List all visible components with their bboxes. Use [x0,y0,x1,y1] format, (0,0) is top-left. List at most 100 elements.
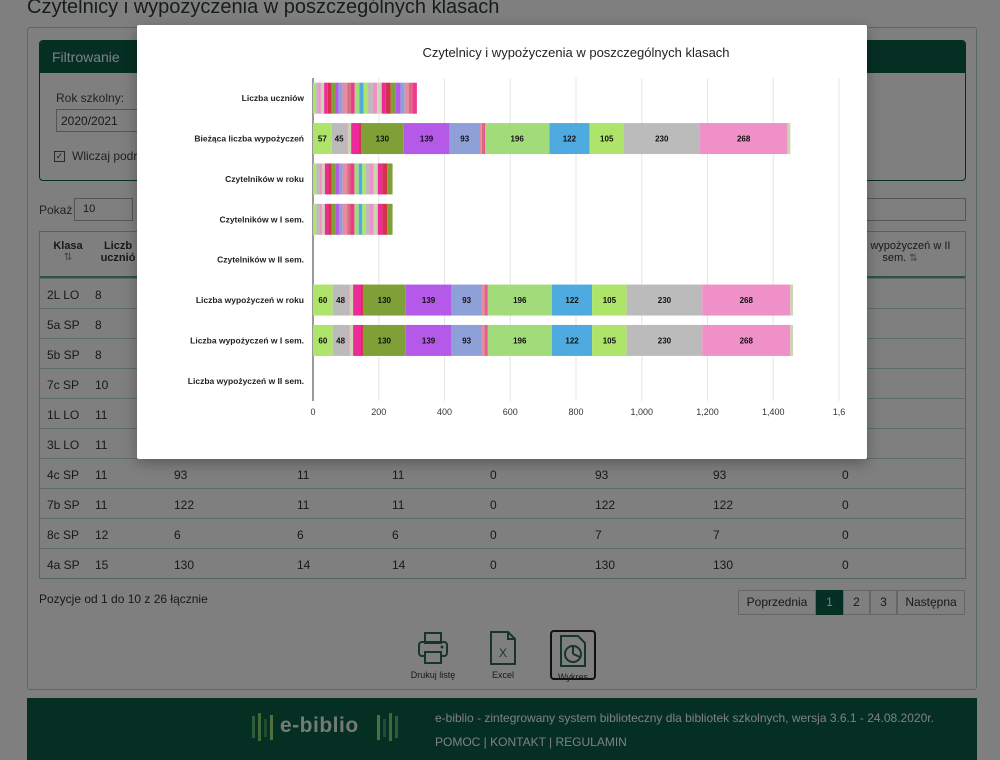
data-label: 268 [737,135,751,144]
bar-segment [347,203,351,235]
bar-segment [331,203,336,235]
data-label: 122 [565,296,579,305]
data-label: 130 [378,296,392,305]
bar-segment [353,324,361,356]
x-tick-label: 800 [568,407,583,417]
bar-segment [353,284,361,316]
bar-segment [354,203,359,235]
bar-segment [362,324,406,356]
data-label: 45 [335,135,344,144]
bar-segment [483,123,485,155]
data-label: 122 [563,135,577,144]
bar-segment [362,203,366,235]
bar-segment [702,324,791,356]
bar-segment [316,203,320,235]
bar-segment [347,82,351,114]
bar-segment [377,82,382,114]
bar-segment [451,284,482,316]
bar-segment [487,284,553,316]
chart-title: Czytelnicy i wypożyczenia w poszczególny… [422,45,729,60]
bar-segment [400,82,405,114]
bar-segment [480,123,482,155]
data-label: 93 [462,336,471,345]
data-label: 268 [740,296,754,305]
bar-segment [362,163,366,195]
bar-segment [342,82,348,114]
bar-segment [350,163,355,195]
bar-segment [592,324,627,356]
bar-segment [349,324,354,356]
bar-segment [332,324,349,356]
data-label: 105 [603,336,617,345]
bar-segment [338,82,343,114]
bar-segment [549,123,590,155]
bar-segment [331,123,347,155]
data-label: 93 [462,296,471,305]
x-tick-label: 0 [310,407,315,417]
bar-segment [481,324,485,356]
bar-segment [318,82,321,114]
data-label: 130 [378,336,392,345]
data-label: 268 [740,336,754,345]
bar-segment [362,284,406,316]
bar-segment [787,123,791,155]
y-tick-label: Liczba wypożyczeń w II sem. [188,376,304,386]
bar-segment [487,324,553,356]
bar-segment [351,123,360,155]
bar-segment [347,123,352,155]
bar-segment [387,203,393,235]
data-label: 139 [420,135,434,144]
bar-segment [403,123,450,155]
bar-segment [347,163,351,195]
bar-segment [328,163,332,195]
y-tick-label: Liczba wypożyczeń w roku [196,295,304,305]
bar-segment [359,123,361,155]
bar-segment [481,284,485,316]
bar-segment [313,163,317,195]
bar-segment [369,203,374,235]
data-label: 196 [510,135,524,144]
bar-segment [335,163,339,195]
bar-segment [313,82,316,114]
data-label: 139 [422,296,436,305]
bar-segment [331,82,336,114]
bar-segment [484,284,487,316]
bar-segment [313,324,333,356]
data-label: 139 [422,336,436,345]
bar-segment [358,203,363,235]
bar-segment [552,284,593,316]
data-label: 230 [658,296,672,305]
bar-segment [372,82,378,114]
bar-segment [360,324,363,356]
bar-segment [354,163,359,195]
bar-segment [313,123,332,155]
bar-segment [623,123,700,155]
bar-segment [319,163,322,195]
bar-segment [382,203,388,235]
stacked-bar-chart: Czytelnicy i wypożyczenia w poszczególny… [188,45,845,417]
bar-segment [486,284,488,316]
chart-modal: Czytelnicy i wypożyczenia w poszczególny… [137,25,867,459]
bar-segment [373,163,378,195]
bar-segment [592,284,627,316]
bar-segment [335,203,339,235]
bar-segment [382,163,388,195]
bar-segment [324,163,329,195]
bar-segment [342,203,348,235]
bar-segment [412,82,417,114]
bar-segment [405,324,452,356]
data-label: 60 [318,296,327,305]
bar-segment [335,82,339,114]
bar-segment [363,82,368,114]
data-label: 48 [336,296,345,305]
bar-segment [321,203,325,235]
y-tick-label: Czytelników w roku [225,174,304,184]
bar-segment [360,123,404,155]
bar-segment [320,82,325,114]
bar-segment [360,284,363,316]
bar-segment [449,123,481,155]
bar-segment [408,82,413,114]
bar-segment [313,284,333,316]
bar-segment [359,82,364,114]
bar-segment [358,163,363,195]
